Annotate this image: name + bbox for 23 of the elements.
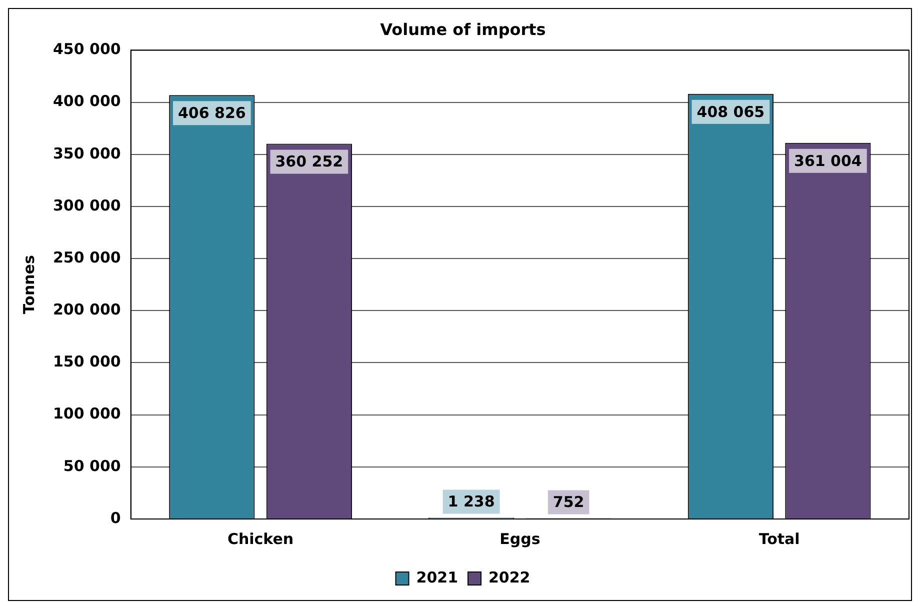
data-label: 408 065	[696, 102, 765, 121]
data-label: 406 826	[178, 104, 246, 122]
legend-label: 2022	[488, 568, 530, 586]
y-tick-label: 50 000	[63, 456, 121, 475]
x-tick-label: Eggs	[500, 530, 540, 548]
x-tick-label: Total	[758, 530, 800, 548]
y-axis-title: Tonnes	[20, 255, 38, 314]
chart-title: Volume of imports	[380, 20, 546, 39]
y-tick-label: 350 000	[52, 144, 121, 162]
y-tick-label: 300 000	[52, 196, 121, 214]
y-tick-label: 0	[110, 508, 121, 527]
y-tick-label: 150 000	[52, 352, 121, 371]
data-label: 1 238	[448, 492, 495, 511]
y-tick-label: 200 000	[52, 300, 121, 319]
y-tick-label: 250 000	[52, 248, 121, 266]
y-tick-label: 450 000	[52, 40, 121, 58]
y-tick-label: 100 000	[52, 404, 121, 423]
data-label: 752	[552, 493, 584, 512]
data-label: 360 252	[275, 152, 344, 171]
legend-label: 2021	[416, 568, 458, 586]
y-tick-label: 400 000	[52, 92, 121, 110]
x-tick-label: Chicken	[227, 530, 294, 548]
data-label: 361 004	[794, 152, 862, 170]
